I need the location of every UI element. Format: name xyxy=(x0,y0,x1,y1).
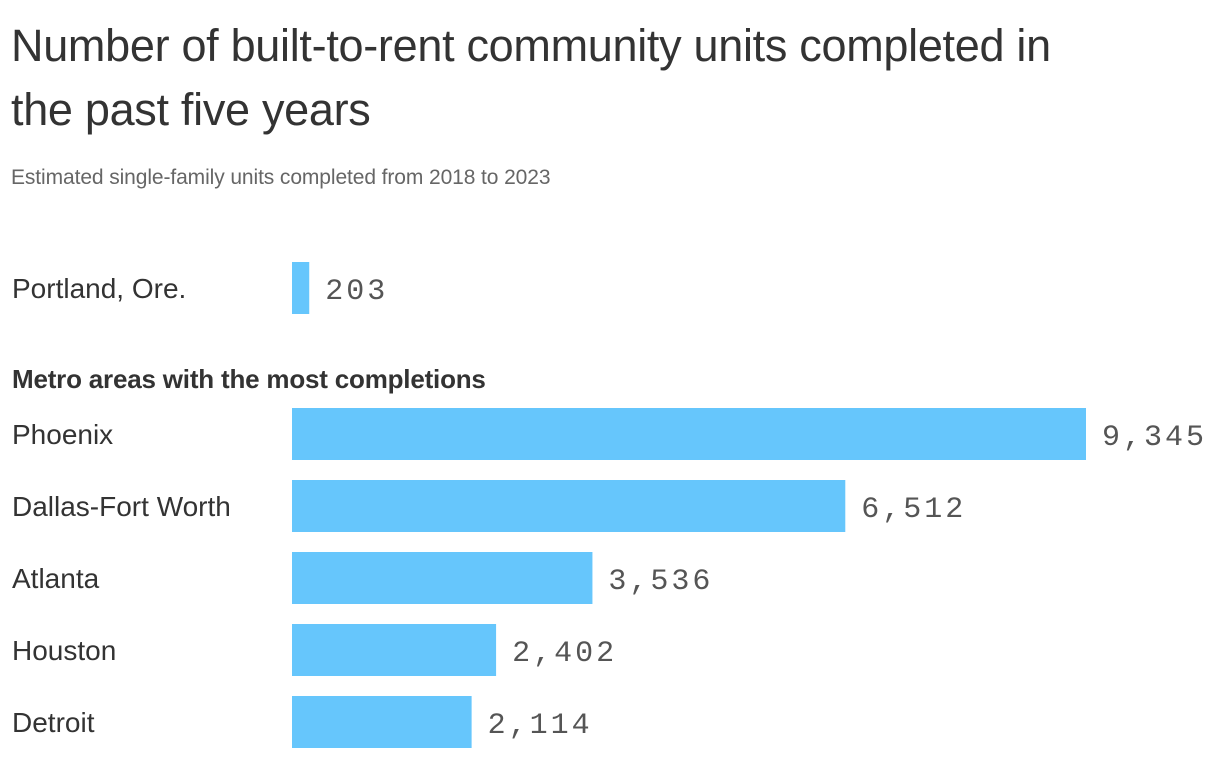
value-label-dallas-fort-worth: 6,512 xyxy=(861,493,966,527)
bar-detroit xyxy=(292,696,472,748)
category-label-dallas-fort-worth: Dallas-Fort Worth xyxy=(12,491,231,522)
value-label-phoenix: 9,345 xyxy=(1102,421,1207,455)
value-label-atlanta: 3,536 xyxy=(608,565,713,599)
bar-phoenix xyxy=(292,408,1086,460)
chart-title: Number of built-to-rent community units … xyxy=(11,20,1051,135)
category-label-portland-ore: Portland, Ore. xyxy=(12,273,186,304)
chart-subtitle: Estimated single-family units completed … xyxy=(11,166,551,189)
category-label-houston: Houston xyxy=(12,635,116,666)
category-label-atlanta: Atlanta xyxy=(12,563,100,594)
section-label: Metro areas with the most completions xyxy=(12,364,486,394)
bar-portland-ore xyxy=(292,262,310,314)
value-label-detroit: 2,114 xyxy=(488,709,593,743)
value-label-houston: 2,402 xyxy=(512,637,617,671)
category-label-detroit: Detroit xyxy=(12,707,95,738)
bar-dallas-fort-worth xyxy=(292,480,846,532)
bar-houston xyxy=(292,624,497,676)
bar-atlanta xyxy=(292,552,593,604)
category-label-phoenix: Phoenix xyxy=(12,419,113,450)
value-label-portland-ore: 203 xyxy=(325,275,388,309)
